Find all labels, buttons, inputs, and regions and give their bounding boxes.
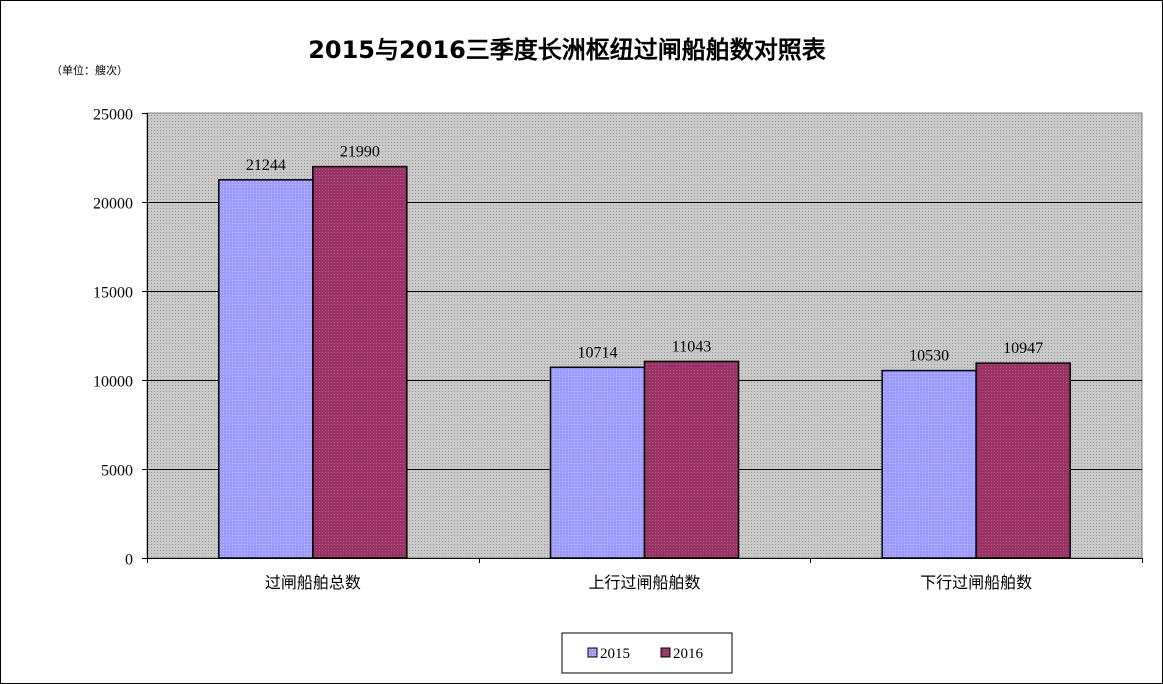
y-tick-label-20000: 20000: [93, 196, 133, 213]
data-label-2015: 10714: [578, 344, 618, 361]
legend: 2015 2016: [561, 632, 733, 674]
legend-label-2016: 2016: [673, 646, 704, 662]
data-label-2015: 10530: [909, 348, 949, 365]
x-category-label: 下行过闸船舶数: [920, 573, 1032, 592]
chart-title: 2015与2016三季度长洲枢纽过闸船舶数对照表: [308, 36, 827, 64]
y-tick-label-10000: 10000: [93, 374, 133, 391]
data-label-2016: 10947: [1003, 340, 1043, 357]
legend-swatch-2015: [587, 647, 598, 658]
legend-label-2015: 2015: [600, 646, 630, 662]
y-tick-label-5000: 5000: [101, 463, 133, 480]
y-tick-label-0: 0: [125, 552, 133, 569]
bar-2015: [218, 179, 314, 559]
bar-2015: [549, 366, 646, 559]
bar-2016: [975, 362, 1071, 559]
y-tick-label-15000: 15000: [93, 285, 133, 302]
data-labels: 21244 21990 10714 11043 10530 10947: [246, 144, 1043, 365]
legend-swatch-2016: [660, 647, 671, 658]
bars: [218, 165, 1071, 559]
bar-2016: [312, 165, 408, 559]
x-axis: 过闸船舶总数 上行过闸船舶数 下行过闸船舶数: [147, 558, 1143, 592]
y-axis: 0 5000 10000 15000 20000 25000: [93, 107, 148, 569]
x-category-label: 过闸船舶总数: [265, 573, 361, 592]
unit-note: （单位：艘次）: [51, 63, 128, 77]
data-label-2015: 21244: [246, 157, 286, 174]
data-label-2016: 11043: [672, 338, 711, 355]
bar-2015: [881, 369, 977, 559]
x-category-label: 上行过闸船舶数: [588, 573, 700, 592]
bar-2016: [643, 360, 740, 559]
data-label-2016: 21990: [340, 144, 380, 161]
y-tick-label-25000: 25000: [93, 107, 133, 124]
